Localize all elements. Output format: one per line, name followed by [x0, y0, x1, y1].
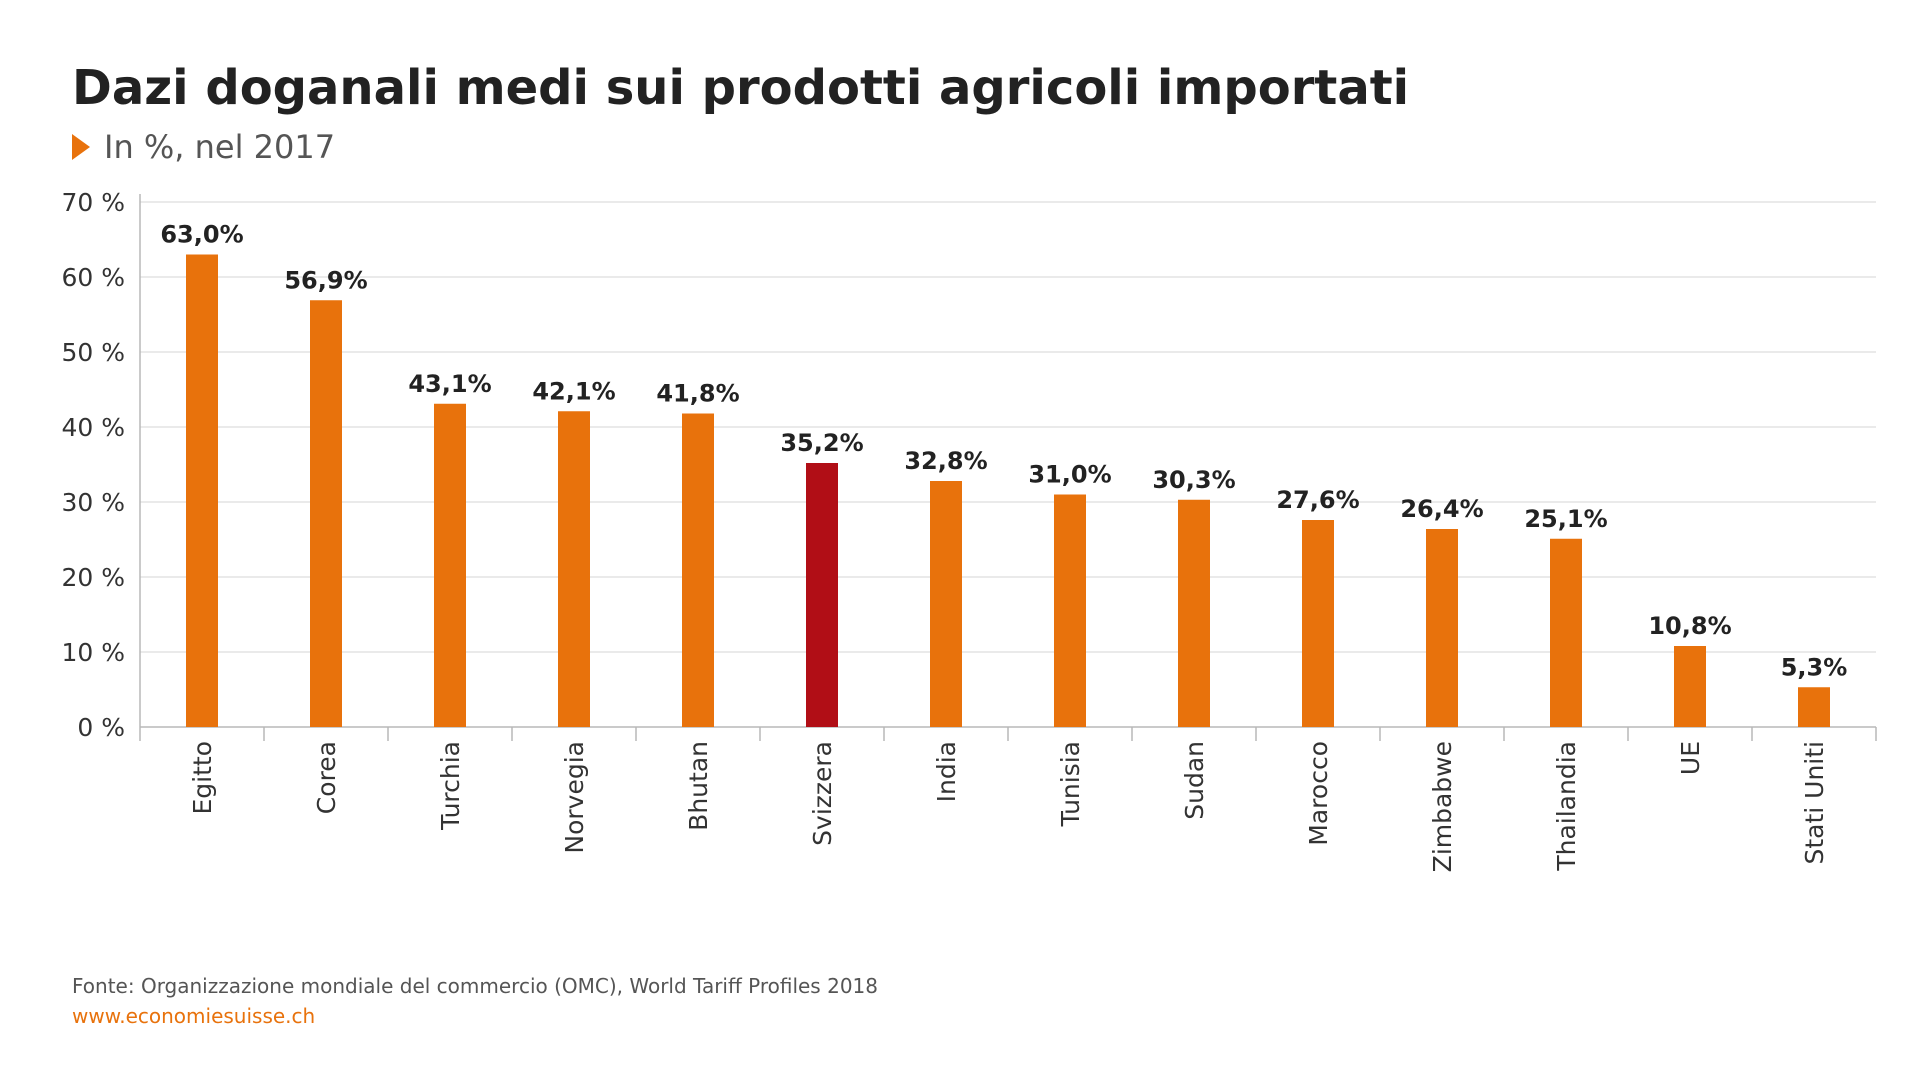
category-label: Turchia	[436, 741, 465, 831]
bar	[1674, 646, 1706, 727]
bar-highlight	[806, 463, 838, 727]
bar	[1426, 529, 1458, 727]
bar	[1054, 494, 1086, 727]
data-label: 56,9%	[284, 266, 367, 294]
bar	[930, 481, 962, 727]
bar	[682, 413, 714, 727]
category-label: Zimbabwe	[1428, 741, 1457, 872]
category-label: Thailandia	[1552, 741, 1581, 872]
y-tick-label: 40 %	[61, 413, 125, 442]
bar	[1798, 687, 1830, 727]
chart-subtitle: In %, nel 2017	[104, 128, 336, 166]
bar	[186, 254, 218, 727]
data-label: 5,3%	[1781, 653, 1848, 681]
category-label: Marocco	[1304, 741, 1333, 846]
y-tick-label: 50 %	[61, 338, 125, 367]
y-tick-label: 60 %	[61, 263, 125, 292]
chart-title: Dazi doganali medi sui prodotti agricoli…	[72, 60, 1410, 116]
data-label: 32,8%	[904, 447, 987, 475]
subtitle-row: In %, nel 2017	[72, 124, 335, 170]
category-label: Tunisia	[1056, 741, 1085, 827]
data-label: 41,8%	[656, 380, 739, 408]
y-tick-label: 10 %	[61, 638, 125, 667]
data-label: 27,6%	[1276, 486, 1359, 514]
y-tick-label: 70 %	[61, 188, 125, 217]
category-label: Svizzera	[808, 741, 837, 846]
category-label: India	[932, 741, 961, 802]
bar-chart: 0 % 10 % 20 % 30 % 40 % 50 % 60 % 70 % 63,0% Egit…	[61, 188, 1877, 872]
data-label: 10,8%	[1648, 612, 1731, 640]
data-label: 25,1%	[1524, 505, 1607, 533]
category-label: Egitto	[188, 741, 217, 815]
bar	[1178, 499, 1210, 727]
y-tick-label: 0 %	[77, 713, 125, 742]
data-label: 26,4%	[1400, 495, 1483, 523]
bar	[434, 403, 466, 727]
y-tick-label: 30 %	[61, 488, 125, 517]
data-label: 63,0%	[160, 221, 243, 249]
bar	[1550, 538, 1582, 727]
bar	[310, 300, 342, 727]
source-note: Fonte: Organizzazione mondiale del comme…	[72, 974, 878, 998]
category-label: Bhutan	[684, 741, 713, 831]
data-label: 31,0%	[1028, 461, 1111, 489]
bar	[1302, 520, 1334, 727]
category-label: Sudan	[1180, 741, 1209, 820]
data-label: 42,1%	[532, 377, 615, 405]
website-link[interactable]: www.economiesuisse.ch	[72, 1004, 316, 1028]
data-label: 43,1%	[408, 370, 491, 398]
y-tick-label: 20 %	[61, 563, 125, 592]
data-label: 35,2%	[780, 429, 863, 457]
category-label: UE	[1676, 741, 1705, 775]
category-label: Norvegia	[560, 741, 589, 854]
category-label: Corea	[312, 741, 341, 814]
bar	[558, 411, 590, 727]
category-label: Stati Uniti	[1800, 741, 1829, 865]
triangle-bullet-icon	[72, 134, 90, 160]
data-label: 30,3%	[1152, 466, 1235, 494]
